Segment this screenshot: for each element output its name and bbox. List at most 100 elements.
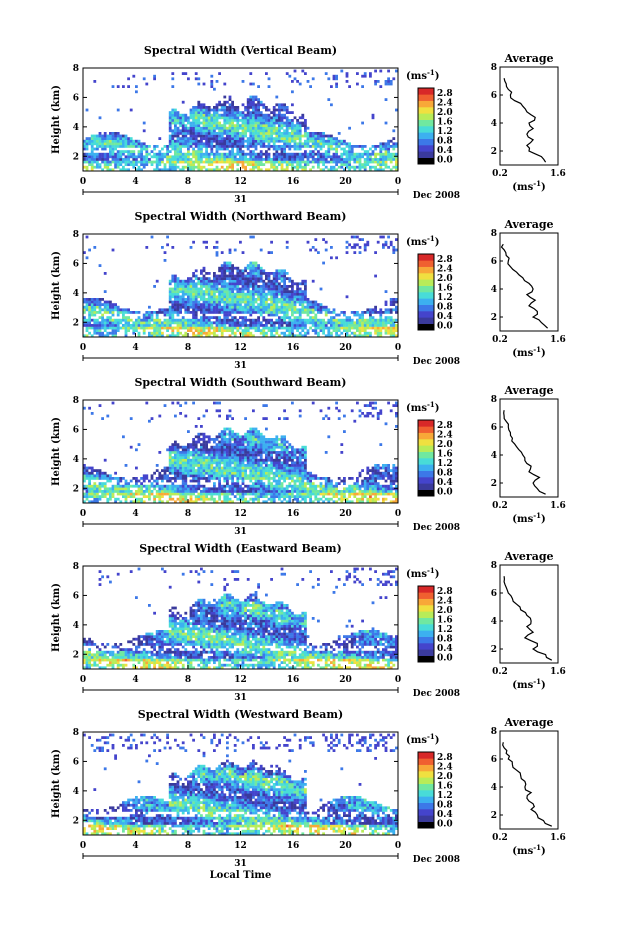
average-title: Average: [503, 716, 553, 729]
x-tick-label: 0: [395, 177, 401, 187]
colorbar-swatch: [418, 317, 434, 324]
heatmap-cells: [83, 401, 398, 504]
colorbar-tick-label: 0.8: [437, 634, 453, 644]
y-tick-label: 2: [73, 484, 79, 494]
average-profile: Average 2 4 6 8 0.2 1.6 (ms-1): [491, 384, 566, 525]
avg-y-tick-label: 8: [491, 395, 497, 405]
colorbar-swatch: [418, 764, 434, 772]
x-tick-label: 8: [185, 343, 191, 353]
colorbar-swatch: [418, 783, 434, 791]
colorbar-tick-label: 0.4: [437, 312, 453, 322]
y-tick-label: 4: [73, 289, 79, 299]
colorbar-tick-label: 2.8: [437, 255, 453, 265]
avg-y-tick-label: 4: [491, 285, 497, 295]
x-tick-label: 20: [339, 177, 352, 187]
x-tick-label: 0: [80, 675, 86, 685]
colorbar-swatch: [418, 617, 434, 625]
avg-x-tick-label: 0.2: [492, 833, 508, 843]
colorbar-swatch: [418, 643, 434, 650]
x-tick-label: 16: [287, 675, 300, 685]
avg-y-tick-label: 4: [491, 617, 497, 627]
colorbar-swatch: [418, 157, 434, 165]
avg-y-tick-label: 4: [491, 783, 497, 793]
colorbar-tick-label: 2.8: [437, 753, 453, 763]
average-title: Average: [503, 218, 553, 231]
x-tick-label: 12: [234, 343, 247, 353]
colorbar-tick-label: 2.8: [437, 587, 453, 597]
colorbar-tick-label: 0.8: [437, 136, 453, 146]
x-tick-label: 0: [80, 509, 86, 519]
colorbar-tick-label: 1.2: [437, 625, 453, 635]
colorbar-swatch: [418, 605, 434, 612]
avg-y-tick-label: 2: [491, 645, 497, 655]
x-tick-label: 0: [395, 675, 401, 685]
colorbar-swatch: [418, 464, 434, 471]
avg-x-tick-label: 0.2: [492, 667, 508, 677]
colorbar-swatch: [418, 432, 434, 440]
colorbar-unit: (ms-1): [406, 732, 439, 746]
panel-title: Spectral Width (Northward Beam): [135, 210, 347, 223]
colorbar-tick-label: 2.8: [437, 421, 453, 431]
y-axis-label: Height (km): [51, 251, 62, 320]
colorbar: (ms-1) 0.00.40.81.21.62.02.42.8: [406, 234, 453, 331]
colorbar-swatch: [418, 298, 434, 305]
colorbar-tick-label: 1.2: [437, 791, 453, 801]
colorbar-tick-label: 2.0: [437, 440, 453, 450]
colorbar-swatch: [418, 285, 434, 293]
average-line: [503, 78, 547, 163]
x-tick-label: 20: [339, 841, 352, 851]
avg-x-tick-label: 1.6: [550, 667, 566, 677]
colorbar-tick-label: 1.2: [437, 127, 453, 137]
x-tick-label: 16: [287, 343, 300, 353]
colorbar: (ms-1) 0.00.40.81.21.62.02.42.8: [406, 68, 453, 165]
y-tick-label: 2: [73, 650, 79, 660]
x-tick-label: 0: [80, 177, 86, 187]
colorbar-swatch: [418, 655, 434, 663]
x-tick-label: 8: [185, 841, 191, 851]
colorbar-swatch: [418, 445, 434, 452]
colorbar-swatch: [418, 802, 434, 810]
colorbar-swatch: [418, 752, 434, 759]
x-tick-label: 0: [395, 841, 401, 851]
panel-5: Spectral Width (Westward Beam) 2 4 6 8 Height…: [51, 708, 566, 869]
panel-3: Spectral Width (Southward Beam) 2 4 6 8 Heigh…: [51, 376, 566, 537]
avg-y-tick-label: 6: [491, 589, 497, 599]
colorbar-tick-label: 1.6: [437, 449, 453, 459]
colorbar-tick-label: 1.2: [437, 293, 453, 303]
colorbar-tick-label: 0.8: [437, 302, 453, 312]
colorbar-swatch: [418, 292, 434, 299]
colorbar: (ms-1) 0.00.40.81.21.62.02.42.8: [406, 566, 453, 663]
colorbar-swatch: [418, 113, 434, 120]
x-tick-label: 0: [80, 343, 86, 353]
colorbar-tick-label: 0.0: [437, 653, 453, 663]
average-line: [503, 576, 553, 661]
avg-x-tick-label: 0.2: [492, 169, 508, 179]
colorbar-tick-label: 2.8: [437, 89, 453, 99]
colorbar-swatch: [418, 592, 434, 599]
colorbar-swatch: [418, 279, 434, 286]
colorbar-frame: [417, 751, 435, 829]
colorbar-swatch: [418, 790, 434, 797]
colorbar-frame: [417, 253, 435, 331]
date-label: Dec 2008: [413, 689, 460, 699]
y-tick-label: 4: [73, 787, 79, 797]
colorbar: (ms-1) 0.00.40.81.21.62.02.42.8: [406, 732, 453, 829]
colorbar-tick-label: 0.0: [437, 819, 453, 829]
x-tick-label: 4: [132, 509, 138, 519]
colorbar-swatch: [418, 777, 434, 784]
average-title: Average: [503, 52, 553, 65]
colorbar-swatch: [418, 132, 434, 139]
colorbar-swatch: [418, 630, 434, 637]
colorbar-swatch: [418, 483, 434, 490]
y-tick-label: 6: [73, 757, 79, 767]
colorbar-swatch: [418, 304, 434, 312]
avg-x-tick-label: 1.6: [550, 169, 566, 179]
avg-y-tick-label: 2: [491, 313, 497, 323]
colorbar-tick-label: 2.0: [437, 274, 453, 284]
average-profile: Average 2 4 6 8 0.2 1.6 (ms-1): [491, 52, 566, 193]
x-axis-label: Local Time: [210, 870, 272, 881]
average-line: [500, 243, 549, 329]
x-tick-label: 8: [185, 177, 191, 187]
colorbar-tick-label: 1.6: [437, 117, 453, 127]
